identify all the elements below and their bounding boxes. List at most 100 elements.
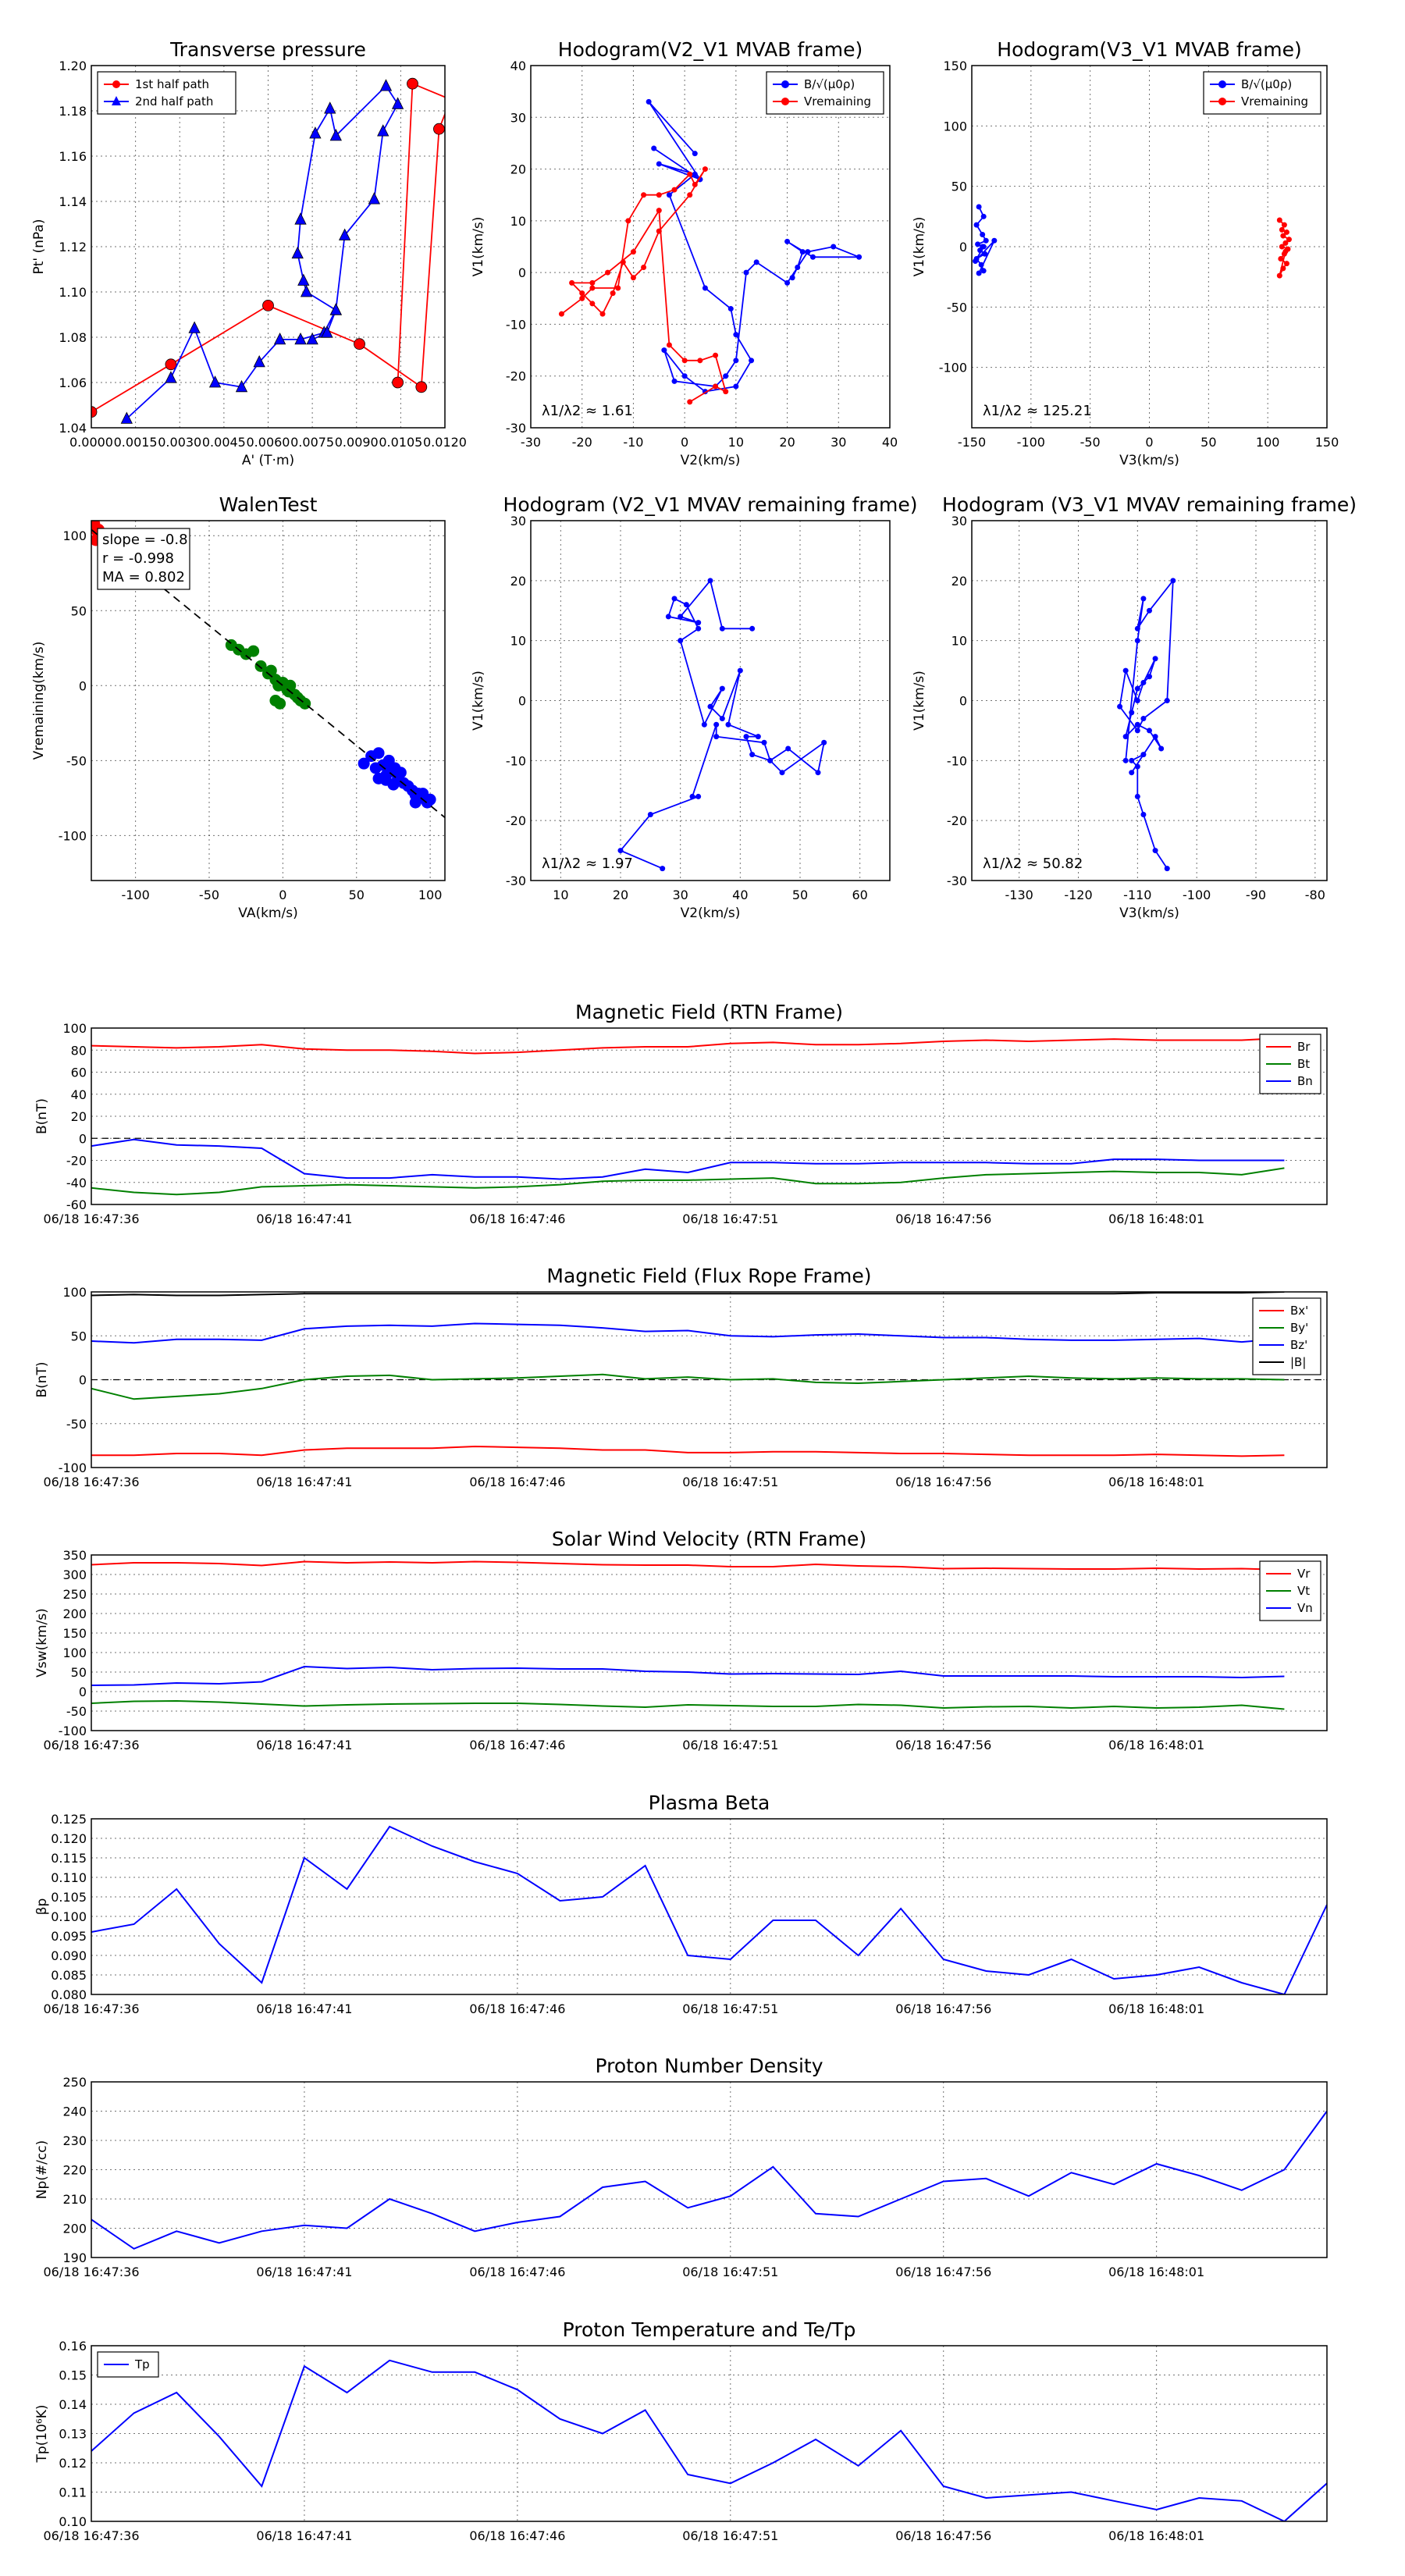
y-tick-label: 0.110 (51, 1870, 87, 1885)
x-tick-label: 50 (349, 888, 365, 902)
x-axis-label: A' (T·m) (242, 453, 294, 468)
data-point (753, 259, 759, 265)
data-point (661, 347, 667, 354)
legend-marker (781, 98, 789, 105)
y-tick-label: 0.11 (59, 2485, 87, 2500)
x-tick-label: 06/18 16:47:46 (469, 2265, 565, 2279)
x-tick-label: -130 (1005, 888, 1033, 902)
y-tick-label: 190 (62, 2250, 87, 2265)
data-point (733, 383, 739, 390)
x-axis-label: V3(km/s) (1119, 906, 1179, 921)
y-tick-label: -100 (59, 828, 87, 843)
x-tick-label: 0.0000 (69, 435, 113, 450)
y-tick-label: -100 (939, 361, 967, 375)
data-point (1152, 656, 1158, 662)
x-tick-label: 06/18 16:47:41 (256, 2001, 352, 2016)
data-point (1282, 248, 1289, 254)
legend-entry: Bn (1297, 1074, 1313, 1088)
x-tick-label: 20 (779, 435, 795, 450)
data-point (784, 279, 791, 286)
chart-tp: 1.04 1.06 1.08 1.10 1.12 1.14 1.16 1.18 1.20 0.00… (31, 38, 467, 468)
chart-ts_tp: 0.10 0.11 0.12 0.13 0.14 0.15 0.16 06/18 16:47:… (34, 2318, 1328, 2543)
data-point (357, 757, 370, 770)
data-point (417, 788, 429, 800)
data-point (297, 273, 310, 286)
data-point (339, 228, 351, 240)
x-tick-label: 60 (852, 888, 867, 902)
data-point (391, 97, 404, 109)
data-point (723, 389, 729, 395)
x-tick-label: 06/18 16:47:36 (43, 1738, 139, 1752)
data-point (697, 358, 703, 364)
legend-entry: Vn (1297, 1601, 1313, 1615)
data-point (707, 703, 713, 710)
y-tick-label: 0.14 (59, 2397, 87, 2412)
data-point (1164, 866, 1170, 872)
legend-entry: Bt (1297, 1057, 1310, 1071)
data-point (165, 371, 177, 383)
data-point (1134, 685, 1140, 692)
data-point (91, 406, 98, 418)
legend-marker (112, 80, 120, 88)
legend-entry: Bz' (1290, 1338, 1307, 1352)
data-point (805, 249, 811, 255)
data-point (579, 295, 585, 301)
x-tick-label: 06/18 16:47:51 (682, 2528, 778, 2543)
legend-entry: B/√(μ0ρ) (804, 77, 855, 91)
y-tick-label: 1.08 (59, 330, 87, 345)
y-tick-label: 50 (71, 1329, 87, 1343)
data-point (1276, 272, 1282, 279)
x-tick-label: 06/18 16:47:36 (43, 1475, 139, 1489)
chart-h2: -100 -50 0 50 100 150 -150 -100 -50 0 50 100 150 Hodo… (912, 38, 1339, 468)
x-tick-label: 0.0120 (423, 435, 467, 450)
data-point (692, 181, 698, 187)
x-tick-label: 100 (1256, 435, 1280, 450)
data-point (329, 303, 342, 315)
x-tick-label: -100 (121, 888, 149, 902)
x-tick-label: 06/18 16:47:56 (895, 1212, 991, 1226)
data-point (737, 667, 743, 674)
data-point (1279, 226, 1285, 233)
x-tick-label: 06/18 16:47:36 (43, 2265, 139, 2279)
data-point (1134, 625, 1140, 632)
plot-frame (91, 2081, 1328, 2258)
x-tick-label: 06/18 16:48:01 (1108, 1738, 1204, 1752)
data-point (641, 265, 647, 271)
x-tick-label: 06/18 16:47:56 (895, 2001, 991, 2016)
x-tick-label: 40 (882, 435, 898, 450)
x-tick-label: 40 (732, 888, 748, 902)
chart-title: Magnetic Field (Flux Rope Frame) (546, 1265, 871, 1287)
data-point (1281, 222, 1287, 228)
y-tick-label: -10 (506, 317, 526, 332)
data-point (433, 123, 445, 135)
plot-frame (91, 1291, 1328, 1468)
data-point (1134, 721, 1140, 728)
plot-frame (530, 520, 891, 881)
data-point (274, 697, 286, 710)
chart-h3: -30 -20 -10 0 10 20 30 10 20 30 40 50 60 Hodogram (V2… (471, 493, 917, 921)
chart-title: Proton Temperature and Te/Tp (563, 2318, 856, 2341)
x-tick-label: -100 (1017, 435, 1045, 450)
data-point (687, 171, 693, 177)
data-point (785, 745, 791, 752)
y-tick-label: -60 (66, 1197, 87, 1212)
y-tick-label: 50 (71, 1665, 87, 1680)
data-point (324, 101, 336, 114)
x-tick-label: 50 (792, 888, 808, 902)
y-tick-label: 0.095 (51, 1929, 87, 1944)
x-tick-label: 06/18 16:48:01 (1108, 1475, 1204, 1489)
x-tick-label: 06/18 16:48:01 (1108, 2265, 1204, 2279)
y-tick-label: 80 (71, 1043, 87, 1058)
data-point (1164, 698, 1170, 703)
data-point (262, 299, 274, 311)
legend-entry: 2nd half path (135, 94, 213, 109)
y-tick-label: -30 (506, 873, 526, 888)
data-point (309, 126, 322, 139)
y-tick-label: 1.16 (59, 149, 87, 164)
chart-title: WalenTest (219, 493, 318, 516)
data-point (681, 373, 688, 379)
data-point (247, 645, 260, 657)
data-point (702, 285, 708, 291)
data-point (620, 259, 626, 265)
